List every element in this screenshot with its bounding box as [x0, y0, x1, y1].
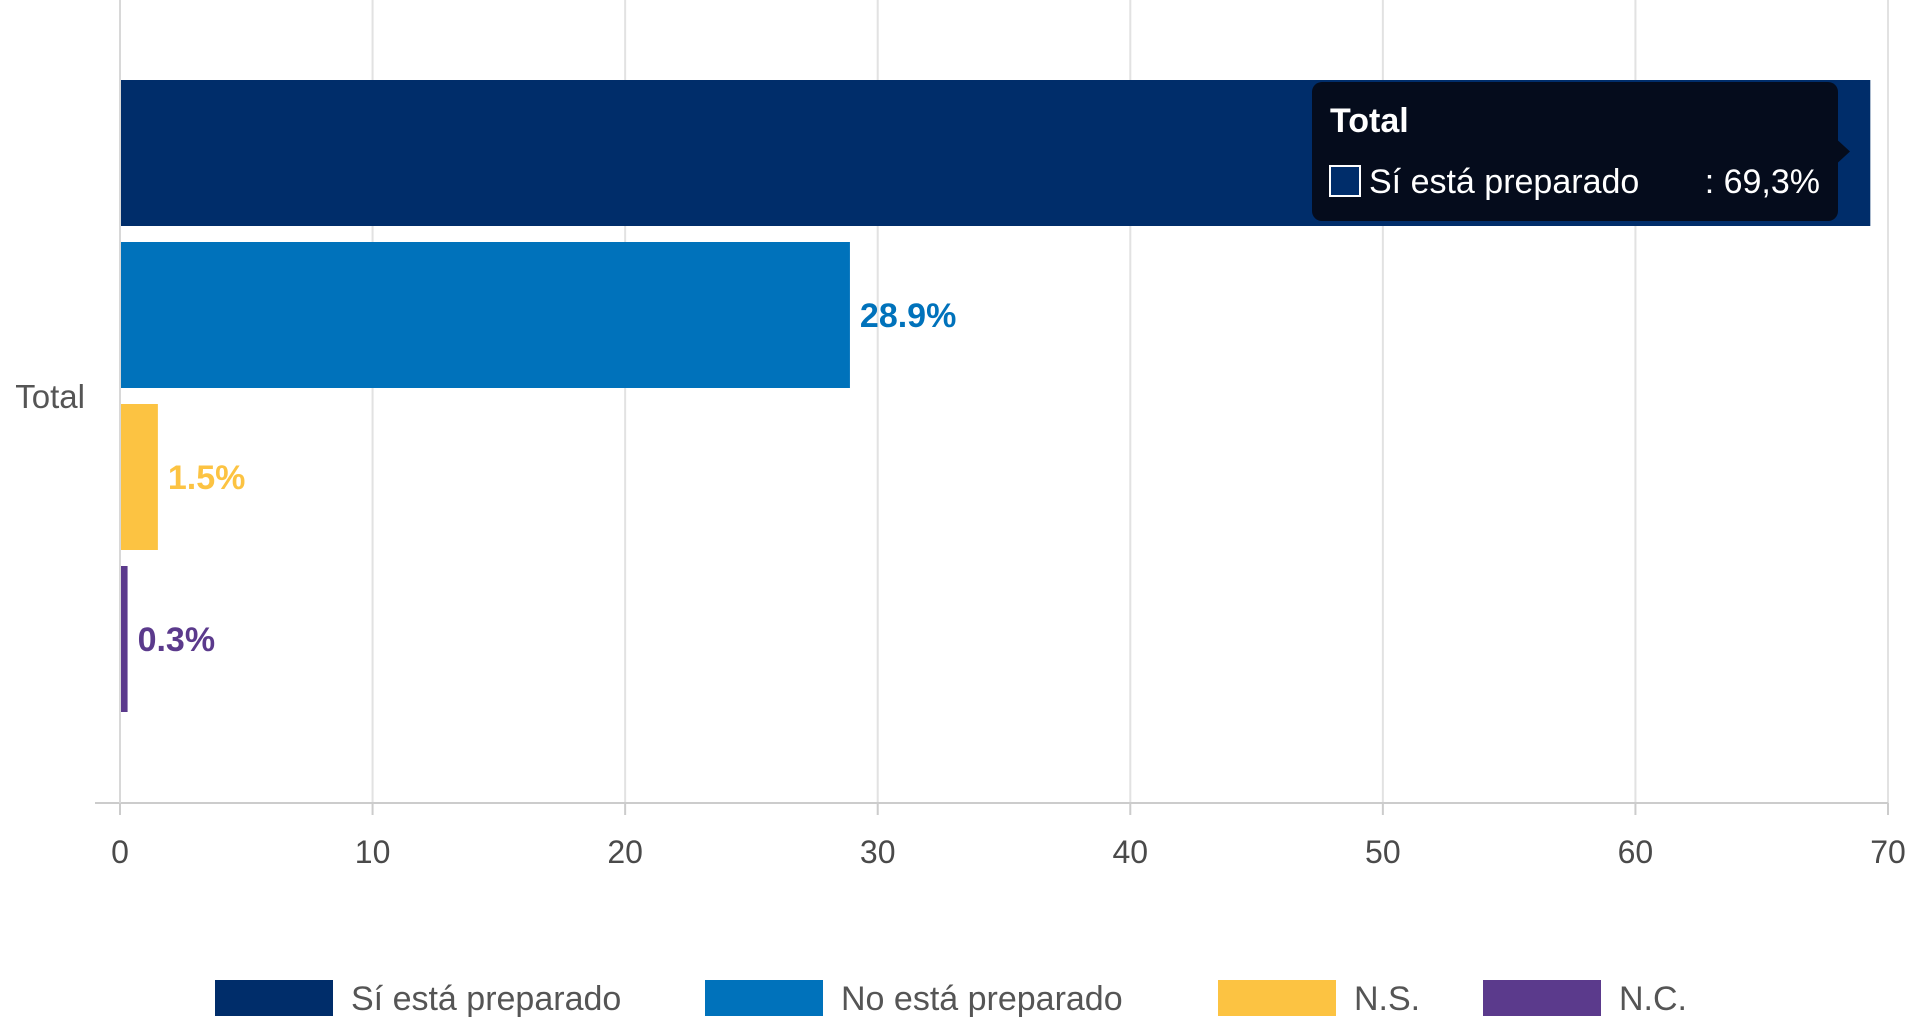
- x-axis: 0 10 20 30 40 50 60 70: [95, 0, 1906, 870]
- x-tick-label: 50: [1365, 834, 1401, 870]
- bar-n-s-[interactable]: [120, 404, 158, 550]
- legend: Sí está preparado No está preparado N.S. N.…: [215, 980, 1687, 1018]
- tooltip: Total Sí está preparado : 69,3%: [1312, 82, 1850, 221]
- legend-item[interactable]: Sí está preparado: [215, 980, 621, 1018]
- x-tick-label: 70: [1870, 834, 1906, 870]
- legend-item[interactable]: No está preparado: [705, 980, 1123, 1018]
- legend-label: Sí está preparado: [351, 980, 621, 1018]
- data-label: 1.5%: [168, 459, 246, 497]
- legend-swatch: [1483, 980, 1601, 1016]
- tooltip-title: Total: [1330, 102, 1409, 140]
- y-axis: Total: [15, 378, 85, 415]
- tooltip-value: : 69,3%: [1705, 163, 1820, 201]
- x-tick-label: 40: [1112, 834, 1148, 870]
- legend-label: No está preparado: [841, 980, 1123, 1018]
- data-label: 0.3%: [138, 621, 216, 659]
- data-label: 28.9%: [860, 297, 956, 335]
- x-tick-label: 0: [111, 834, 129, 870]
- legend-swatch: [705, 980, 823, 1016]
- tooltip-series-name: Sí está preparado: [1369, 163, 1639, 201]
- legend-item[interactable]: N.S.: [1218, 980, 1420, 1018]
- tooltip-arrow: [1838, 140, 1850, 163]
- category-label: Total: [15, 378, 85, 415]
- tooltip-box: [1312, 82, 1838, 221]
- legend-label: N.C.: [1619, 980, 1687, 1018]
- x-tick-label: 20: [607, 834, 643, 870]
- x-tick-label: 30: [860, 834, 896, 870]
- tooltip-swatch: [1329, 165, 1361, 197]
- x-tick-label: 60: [1618, 834, 1654, 870]
- legend-label: N.S.: [1354, 980, 1420, 1018]
- legend-swatch: [1218, 980, 1336, 1016]
- legend-item[interactable]: N.C.: [1483, 980, 1687, 1018]
- legend-swatch: [215, 980, 333, 1016]
- bar-n-c-[interactable]: [120, 566, 128, 712]
- bar-no-est-preparado[interactable]: [120, 242, 850, 388]
- x-tick-label: 10: [355, 834, 391, 870]
